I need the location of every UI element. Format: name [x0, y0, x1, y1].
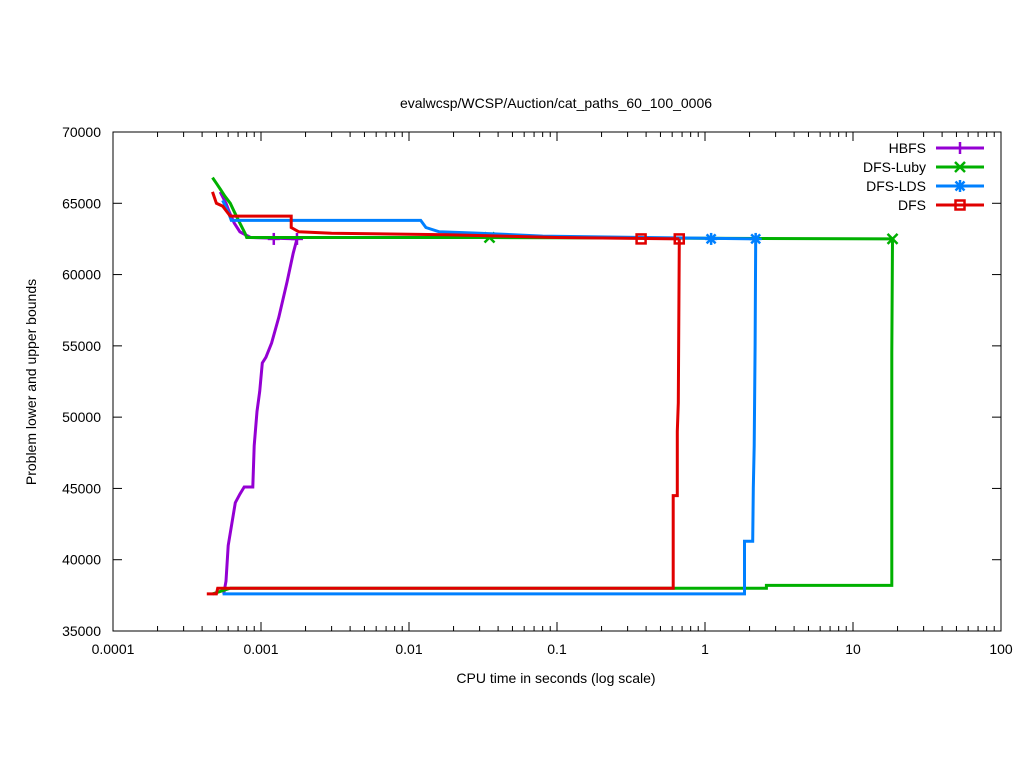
marker-stroke	[673, 233, 686, 245]
axes: 0.0001 0.001 0.01 0.1 1 10 100 35000 40000 45000 5…	[62, 124, 1013, 657]
y-tick-label: 60000	[62, 267, 101, 283]
marker-stroke	[705, 233, 717, 245]
marker-dfs-lds	[705, 232, 718, 245]
legend-label-dfs-luby: DFS-Luby	[863, 159, 926, 175]
marker-stroke	[954, 161, 966, 173]
series-line-dfs-luby	[211, 176, 893, 241]
marker-stroke	[750, 233, 762, 245]
x-tick-label: 100	[989, 641, 1013, 657]
series-line-dfs-lds	[222, 238, 758, 596]
y-tick-label: 55000	[62, 338, 101, 354]
y-tick-label: 65000	[62, 195, 101, 211]
x-tick-label: 0.001	[243, 641, 278, 657]
legend-marker-dfs-lds	[954, 180, 966, 192]
y-axis-label: Problem lower and upper bounds	[23, 279, 39, 485]
x-tick-label: 0.0001	[92, 641, 135, 657]
marker-dfs	[673, 233, 686, 245]
marker-stroke	[635, 233, 647, 245]
marker-dfs-luby	[886, 233, 899, 245]
y-tick-label: 40000	[62, 552, 101, 568]
marker-stroke	[954, 180, 966, 192]
x-tick-label: 10	[845, 641, 861, 657]
x-tick-label: 1	[701, 641, 709, 657]
plot-frame	[112, 131, 1002, 632]
legend-label-dfs-lds: DFS-LDS	[866, 178, 926, 194]
marker-dfs	[635, 233, 647, 245]
plot-area	[206, 176, 899, 596]
x-tick-label: 0.01	[395, 641, 422, 657]
series-line-hbfs	[222, 238, 299, 595]
x-tick-label: 0.1	[547, 641, 567, 657]
marker-dfs-lds	[749, 232, 762, 245]
series-line-dfs	[206, 238, 681, 596]
series-line-dfs	[211, 191, 680, 241]
y-tick-label: 70000	[62, 124, 101, 140]
y-tick-label: 45000	[62, 480, 101, 496]
chart-title: evalwcsp/WCSP/Auction/cat_paths_60_100_0…	[400, 95, 712, 111]
y-tick-label: 35000	[62, 623, 101, 639]
legend: HBFS DFS-Luby DFS-LDS DFS	[863, 140, 984, 213]
legend-label-dfs: DFS	[898, 197, 926, 213]
legend-marker-dfs-luby	[954, 161, 966, 173]
marker-stroke	[954, 199, 966, 211]
marker-stroke	[886, 233, 899, 245]
legend-marker-dfs	[954, 199, 966, 211]
x-axis-label: CPU time in seconds (log scale)	[456, 670, 655, 686]
legend-marker-hbfs	[954, 142, 966, 154]
y-tick-label: 50000	[62, 409, 101, 425]
legend-label-hbfs: HBFS	[889, 140, 926, 156]
series-dfs	[206, 191, 686, 596]
